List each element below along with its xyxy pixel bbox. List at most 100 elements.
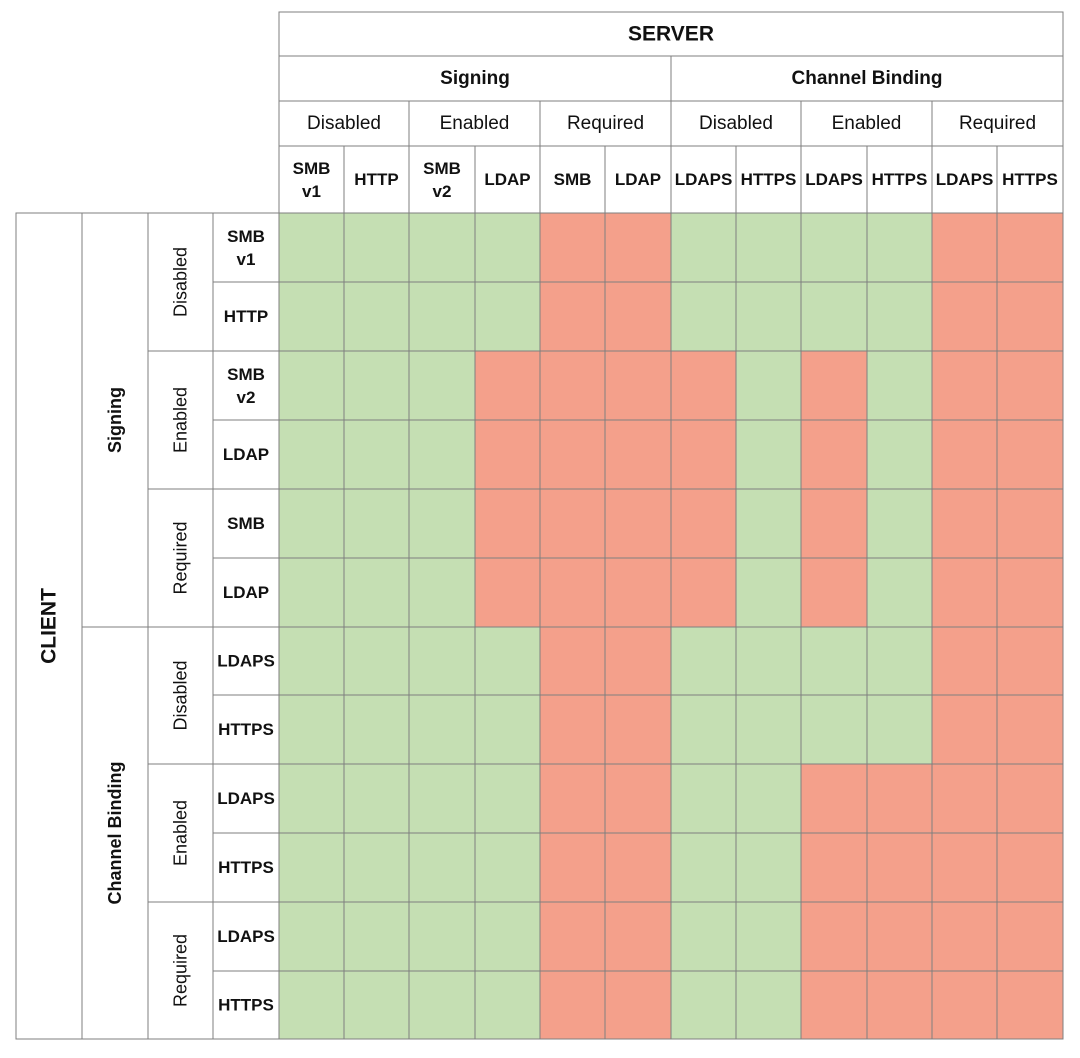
matrix-cell-compatible xyxy=(408,557,476,628)
matrix-cell-incompatible xyxy=(931,626,998,696)
server-protocol-cell xyxy=(735,145,802,214)
client-protocol-cell xyxy=(212,694,280,765)
server-level-label: Disabled xyxy=(307,113,381,134)
server-title: SERVER xyxy=(628,23,714,46)
matrix-cell-compatible xyxy=(408,281,476,352)
matrix-cell-incompatible xyxy=(604,763,672,834)
matrix-cell-incompatible xyxy=(866,763,933,834)
client-protocol-cell xyxy=(212,763,280,834)
matrix-cell-compatible xyxy=(408,901,476,972)
matrix-cell-incompatible xyxy=(474,419,541,490)
server-protocol-label: HTTPS xyxy=(741,170,797,189)
server-protocol-cell xyxy=(408,145,476,214)
matrix-cell-compatible xyxy=(278,212,345,283)
matrix-cell-compatible xyxy=(670,626,737,696)
matrix-cell-compatible xyxy=(735,626,802,696)
server-protocol-cell xyxy=(800,145,868,214)
matrix-cell-compatible xyxy=(735,970,802,1040)
server-level-cell xyxy=(278,100,410,147)
matrix-cell-compatible xyxy=(278,281,345,352)
matrix-cell-compatible xyxy=(474,901,541,972)
client-level-cell xyxy=(147,901,214,1040)
matrix-cell-incompatible xyxy=(604,694,672,765)
matrix-cell-compatible xyxy=(866,350,933,421)
matrix-cell-incompatible xyxy=(996,350,1064,421)
matrix-cell-incompatible xyxy=(539,832,606,903)
matrix-cell-compatible xyxy=(474,832,541,903)
server-protocol-label: LDAP xyxy=(484,170,530,189)
matrix-cell-incompatible xyxy=(931,419,998,490)
matrix-cell-compatible xyxy=(866,694,933,765)
matrix-cell-compatible xyxy=(408,832,476,903)
matrix-cell-compatible xyxy=(278,901,345,972)
matrix-cell-incompatible xyxy=(996,832,1064,903)
client-protocol-label: LDAPS xyxy=(217,652,275,671)
matrix-cell-compatible xyxy=(278,694,345,765)
server-protocol-label: HTTP xyxy=(354,170,398,189)
matrix-cell-incompatible xyxy=(800,832,868,903)
matrix-cell-incompatible xyxy=(604,350,672,421)
client-protocol-label: LDAP xyxy=(223,583,269,602)
client-protocol-cell xyxy=(212,488,280,559)
server-protocol-label: SMB xyxy=(554,170,592,189)
matrix-cell-incompatible xyxy=(931,350,998,421)
server-level-label: Disabled xyxy=(699,113,773,134)
server-level-label: Enabled xyxy=(832,113,902,134)
matrix-cell-compatible xyxy=(800,626,868,696)
client-protocol-cell xyxy=(212,626,280,696)
matrix-cell-incompatible xyxy=(670,488,737,559)
matrix-cell-incompatible xyxy=(996,626,1064,696)
matrix-cell-incompatible xyxy=(931,901,998,972)
server-protocol-label: HTTPS xyxy=(872,170,928,189)
matrix-cell-compatible xyxy=(343,694,410,765)
matrix-cell-compatible xyxy=(670,832,737,903)
matrix-cell-incompatible xyxy=(996,763,1064,834)
matrix-cell-incompatible xyxy=(800,557,868,628)
matrix-cell-compatible xyxy=(866,281,933,352)
client-protocol-cell xyxy=(212,350,280,421)
server-level-cell xyxy=(931,100,1064,147)
matrix-cell-compatible xyxy=(800,212,868,283)
matrix-cell-incompatible xyxy=(604,281,672,352)
matrix-cell-incompatible xyxy=(539,350,606,421)
server-protocol-cell xyxy=(474,145,541,214)
matrix-cell-incompatible xyxy=(800,901,868,972)
client-protocol-label: LDAP xyxy=(223,445,269,464)
server-protocol-cell xyxy=(539,145,606,214)
matrix-cell-incompatible xyxy=(604,832,672,903)
matrix-cell-incompatible xyxy=(996,281,1064,352)
matrix-cell-incompatible xyxy=(996,901,1064,972)
client-level-cell xyxy=(147,212,214,352)
server-level-cell xyxy=(408,100,541,147)
matrix-cell-incompatible xyxy=(866,970,933,1040)
matrix-cell-compatible xyxy=(800,694,868,765)
matrix-cell-compatible xyxy=(343,626,410,696)
client-protocol-label: LDAPS xyxy=(217,927,275,946)
client-group-label: Channel Binding xyxy=(105,762,125,905)
server-header-cell xyxy=(278,11,1064,57)
server-protocol-cell xyxy=(866,145,933,214)
server-level-cell xyxy=(670,100,802,147)
matrix-cell-compatible xyxy=(343,350,410,421)
matrix-cell-compatible xyxy=(343,488,410,559)
matrix-cell-incompatible xyxy=(604,488,672,559)
server-protocol-label: SMB v1 xyxy=(293,159,331,201)
matrix-cell-compatible xyxy=(670,763,737,834)
matrix-cell-incompatible xyxy=(604,419,672,490)
matrix-cell-compatible xyxy=(408,763,476,834)
matrix-cell-compatible xyxy=(866,626,933,696)
matrix-cell-compatible xyxy=(866,419,933,490)
matrix-cell-compatible xyxy=(408,419,476,490)
client-protocol-cell xyxy=(212,419,280,490)
matrix-cell-compatible xyxy=(343,832,410,903)
server-protocol-cell xyxy=(278,145,345,214)
server-level-cell xyxy=(800,100,933,147)
matrix-cell-incompatible xyxy=(800,350,868,421)
matrix-cell-compatible xyxy=(343,419,410,490)
matrix-cell-compatible xyxy=(408,970,476,1040)
matrix-cell-incompatible xyxy=(996,419,1064,490)
matrix-cell-incompatible xyxy=(931,763,998,834)
matrix-cell-incompatible xyxy=(539,488,606,559)
matrix-cell-incompatible xyxy=(931,970,998,1040)
